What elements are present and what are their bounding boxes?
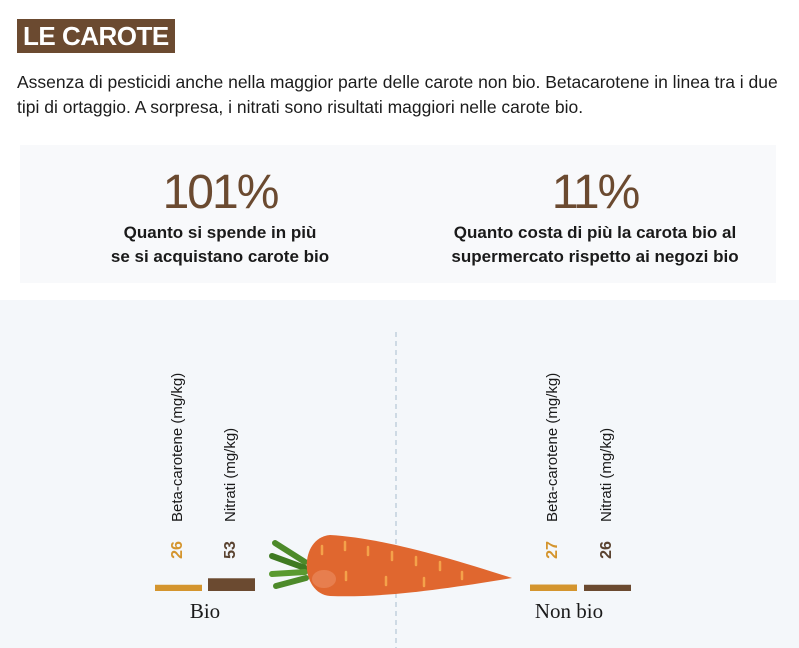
bar-beta-carotene [530, 584, 577, 591]
category-label: Bio [190, 599, 220, 623]
carrot-body [306, 535, 512, 597]
stat-value: 101% [162, 166, 280, 219]
carrot-illustration [269, 535, 512, 597]
category-label: Non bio [535, 599, 603, 623]
stats-panel: 101% Quanto si spende in più se si acqui… [20, 145, 776, 283]
carrot-bar-chart: 26 Beta-carotene (mg/kg) 53 Nitrati (mg/kg)… [155, 332, 631, 648]
bars-layer: 26 Beta-carotene (mg/kg) 53 Nitrati (mg/kg)… [155, 373, 631, 623]
stat-description: Quanto costa di più la carota bio al sup… [420, 221, 770, 269]
stat-desc-line: Quanto si spende in più [123, 223, 317, 242]
stat-desc-line: Quanto costa di più la carota bio al [453, 223, 737, 242]
series-label: Beta-carotene (mg/kg) [169, 373, 186, 522]
stat-value: 11% [551, 166, 641, 219]
bar-beta-carotene [155, 584, 202, 591]
data-label: 53 [222, 541, 239, 559]
carrot-leaf [269, 569, 308, 577]
carrot-leaf [272, 540, 308, 565]
stat-desc-line: supermercato rispetto ai negozi bio [451, 247, 739, 266]
carrot-stripes [320, 540, 464, 588]
chart-area: 26 Beta-carotene (mg/kg) 53 Nitrati (mg/kg)… [0, 300, 799, 648]
data-label: 27 [544, 541, 561, 559]
series-label: Beta-carotene (mg/kg) [544, 373, 561, 522]
stat-desc-line: se si acquistano carote bio [110, 247, 330, 266]
data-label: 26 [598, 541, 615, 559]
stat-spend: 101% Quanto si spende in più se si acqui… [60, 145, 380, 269]
page-title: LE CAROTE [17, 19, 175, 53]
series-label: Nitrati (mg/kg) [598, 428, 615, 522]
series-label: Nitrati (mg/kg) [222, 428, 239, 522]
carrot-highlight [312, 570, 336, 588]
carrot-leaf [269, 553, 308, 571]
bar-nitrati [208, 578, 255, 591]
carrot-leaf [273, 575, 309, 589]
stat-description: Quanto si spende in più se si acquistano… [60, 221, 380, 269]
stat-price-diff: 11% Quanto costa di più la carota bio al… [420, 145, 770, 269]
bar-nitrati [584, 584, 631, 591]
data-label: 26 [169, 541, 186, 559]
intro-text: Assenza di pesticidi anche nella maggior… [17, 72, 778, 117]
